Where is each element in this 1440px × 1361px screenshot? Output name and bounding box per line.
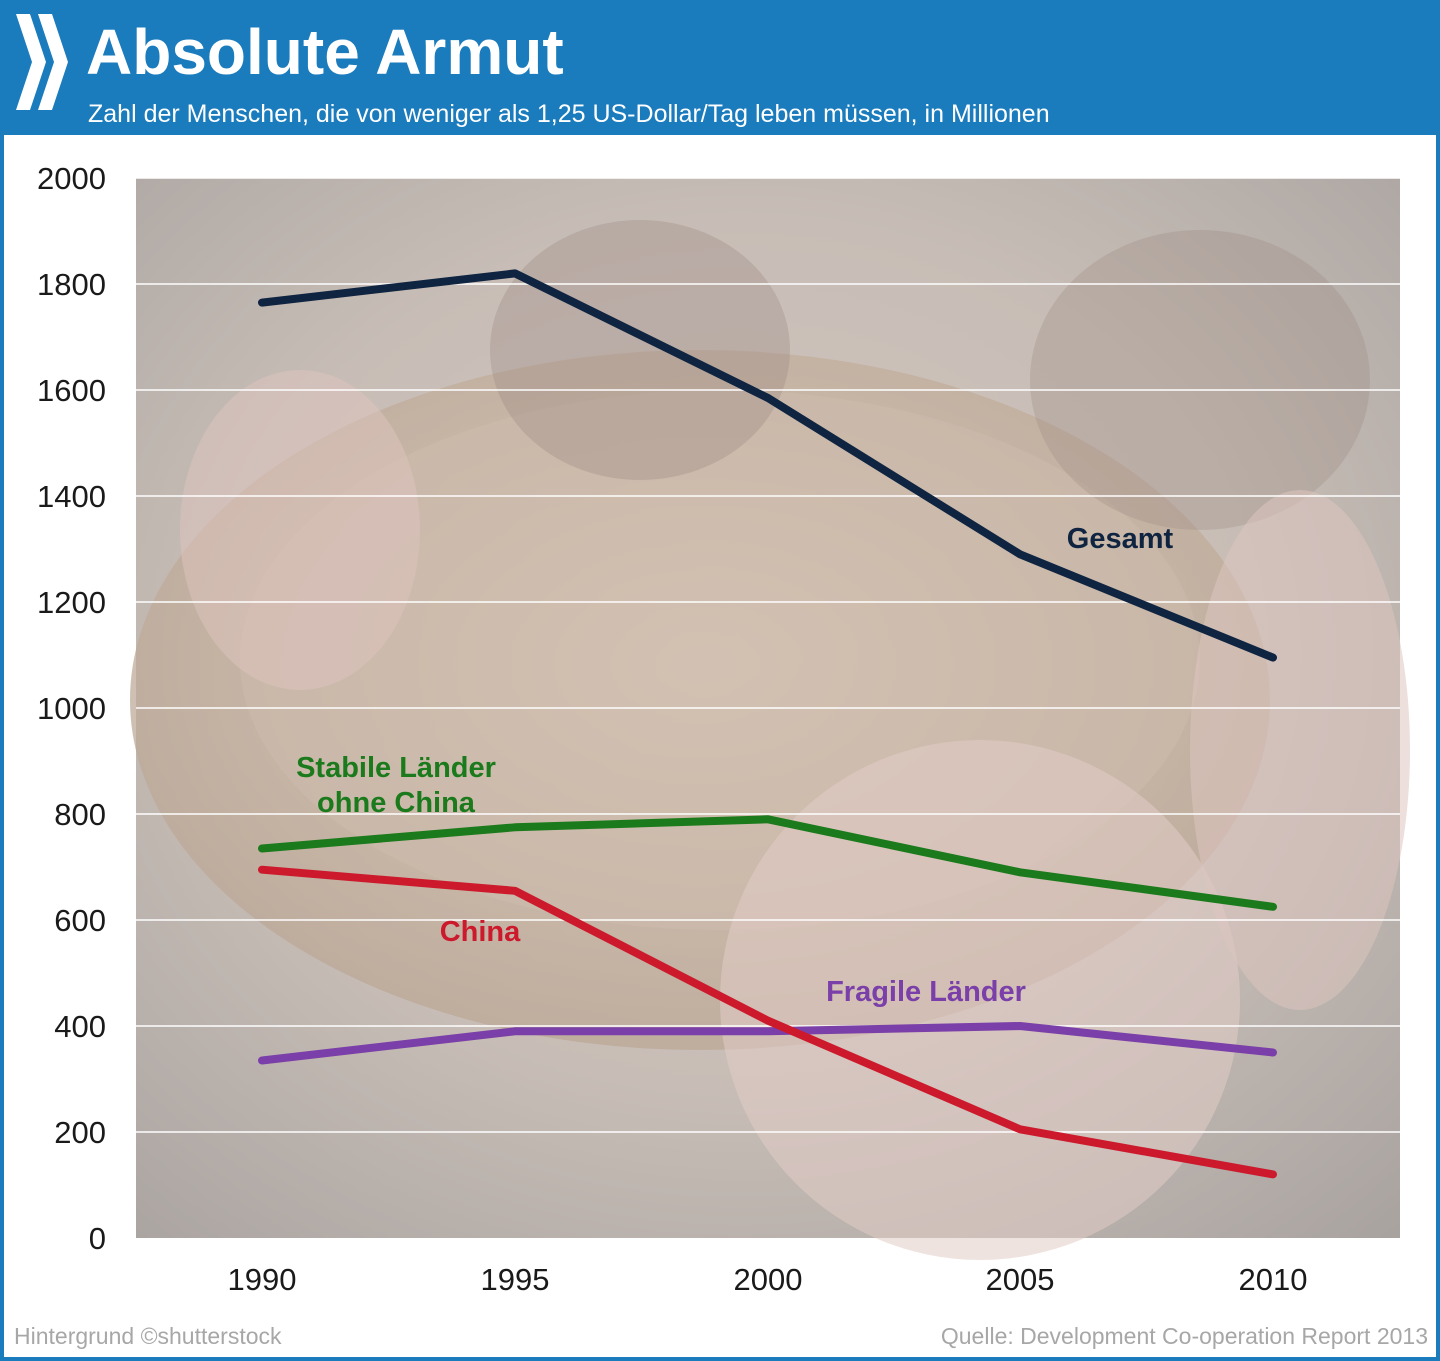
series-line-0 [258, 269, 1277, 662]
y-tick-label: 600 [54, 903, 106, 938]
y-tick-label: 2000 [37, 161, 106, 196]
page-title: Absolute Armut [86, 16, 564, 88]
series-labels: Gesamt Stabile Länder ohne China China Fragi… [296, 523, 1173, 1008]
y-tick-label: 200 [54, 1115, 106, 1150]
y-tick-label: 0 [89, 1221, 106, 1256]
line-chart: 0 200 400 600 800 1000 1200 1400 1600 1800 2000 19… [37, 161, 1410, 1297]
x-tick-label: 2010 [1239, 1262, 1308, 1297]
y-tick-label: 1600 [37, 373, 106, 408]
series-lines [258, 269, 1277, 1179]
page-subtitle: Zahl der Menschen, die von weniger als 1… [88, 100, 1050, 128]
series-line-1 [258, 815, 1277, 911]
y-tick-label: 1400 [37, 479, 106, 514]
series-label-1: Stabile Länder ohne China [296, 752, 496, 819]
grid-lines [136, 177, 1400, 1133]
y-tick-label: 1800 [37, 267, 106, 302]
plot-background-photo [130, 178, 1410, 1260]
x-tick-label: 2005 [986, 1262, 1055, 1297]
header-banner: Absolute Armut Zahl der Menschen, die vo… [0, 0, 1440, 135]
series-line-2 [258, 865, 1277, 1179]
series-label-3: Fragile Länder [826, 976, 1026, 1008]
y-tick-label: 400 [54, 1009, 106, 1044]
y-tick-label: 1200 [37, 585, 106, 620]
oecd-chevron-logo-icon [16, 14, 68, 110]
chart-frame [0, 135, 1440, 1361]
footer-source: Quelle: Development Co-operation Report … [940, 1323, 1428, 1349]
x-tick-label: 2000 [734, 1262, 803, 1297]
x-tick-label: 1990 [228, 1262, 297, 1297]
y-tick-label: 800 [54, 797, 106, 832]
series-line-3 [258, 1022, 1277, 1065]
footer-credit: Hintergrund ©shutterstock [14, 1323, 282, 1349]
x-tick-label: 1995 [481, 1262, 550, 1297]
y-tick-label: 1000 [37, 691, 106, 726]
x-axis-ticks: 1990 1995 2000 2005 2010 [228, 1262, 1308, 1297]
series-label-0: Gesamt [1067, 523, 1174, 555]
series-label-2: China [440, 916, 521, 948]
y-axis-ticks: 0 200 400 600 800 1000 1200 1400 1600 1800 2000 [37, 161, 106, 1256]
